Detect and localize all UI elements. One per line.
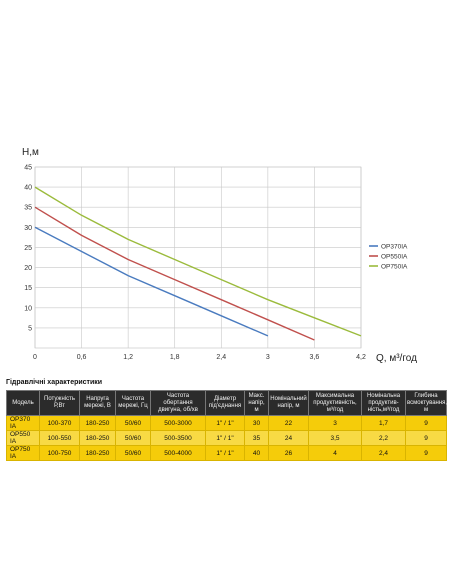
chart-legend: OP370IA OP550IA OP750IA (369, 243, 408, 270)
x-tick-label: 1,8 (170, 354, 180, 361)
table-row: OP370 IA 100-370 180-250 50/60 500-3000 1" / … (6, 415, 447, 431)
legend-label: OP750IA (381, 263, 408, 270)
y-tick-label: 10 (24, 305, 32, 312)
table-cell: 3,5 (308, 430, 362, 446)
column-header: Діаметр під'єднання (205, 390, 245, 416)
series-line-op750ia (34, 186, 362, 337)
y-tick-label: 45 (24, 165, 32, 172)
column-header: Максимальна продуктивність, м³/год (308, 390, 362, 416)
table-cell: 180-250 (79, 430, 116, 446)
x-axis-label: Q, м³/год (376, 353, 417, 364)
plot-frame (34, 166, 362, 349)
x-tick-label: 1,2 (123, 354, 133, 361)
column-header: Глибина всмоктування, м (405, 390, 447, 416)
column-header: Частота мережі, Гц (115, 390, 151, 416)
column-header: Напруга мережі, В (79, 390, 116, 416)
column-header: Потужність Р,Вт (39, 390, 80, 416)
model-cell: OP750 IA (6, 445, 40, 461)
table-cell: 180-250 (79, 445, 116, 461)
x-tick-label: 4,2 (356, 354, 366, 361)
table-cell: 1" / 1" (205, 430, 245, 446)
table-cell: 100-750 (39, 445, 80, 461)
performance-chart: H,м Q, м³/год 0 0,6 1,2 1,8 2,4 3 3,6 4,2 5 10 15… (22, 147, 417, 364)
y-tick-labels: 5 10 15 20 25 30 35 40 45 (24, 165, 32, 333)
column-header: Частота обертання двигуна, об/хв (150, 390, 206, 416)
model-cell: OP550 IA (6, 430, 40, 446)
table-title: Гідравлічні характеристики (6, 379, 103, 386)
x-tick-label: 0,6 (77, 354, 87, 361)
table-cell: 1" / 1" (205, 445, 245, 461)
y-axis-label: H,м (22, 147, 39, 158)
table-cell: 30 (244, 415, 269, 431)
column-header: Макс. напір, м (244, 390, 269, 416)
table-cell: 500-3000 (150, 415, 206, 431)
table-cell: 2,2 (361, 430, 406, 446)
table-cell: 9 (405, 430, 447, 446)
table-cell: 500-4000 (150, 445, 206, 461)
series-line-op550ia (34, 206, 315, 341)
table-cell: 9 (405, 445, 447, 461)
legend-label: OP550IA (381, 253, 408, 260)
y-tick-label: 30 (24, 225, 32, 232)
plot-area (34, 186, 362, 341)
model-cell: OP370 IA (6, 415, 40, 431)
table-cell: 500-3500 (150, 430, 206, 446)
legend-label: OP370IA (381, 243, 408, 250)
y-tick-label: 25 (24, 245, 32, 252)
table-cell: 50/60 (115, 445, 151, 461)
y-tick-label: 40 (24, 185, 32, 192)
table-cell: 26 (268, 445, 309, 461)
y-tick-label: 35 (24, 205, 32, 212)
table-cell: 180-250 (79, 415, 116, 431)
table-cell: 3 (308, 415, 362, 431)
x-tick-label: 2,4 (216, 354, 226, 361)
x-tick-labels: 0 0,6 1,2 1,8 2,4 3 3,6 4,2 (33, 354, 366, 361)
table-cell: 1" / 1" (205, 415, 245, 431)
x-tick-label: 0 (33, 354, 37, 361)
column-header: Номінальний напір, м (268, 390, 309, 416)
table-cell: 1,7 (361, 415, 406, 431)
table-cell: 100-550 (39, 430, 80, 446)
table-cell: 22 (268, 415, 309, 431)
table-header-row: Модель Потужність Р,Вт Напруга мережі, В Ча… (6, 390, 447, 416)
chart-grid (34, 166, 362, 349)
table-cell: 40 (244, 445, 269, 461)
y-tick-label: 5 (28, 325, 32, 332)
table-cell: 4 (308, 445, 362, 461)
table-cell: 35 (244, 430, 269, 446)
table-cell: 50/60 (115, 430, 151, 446)
x-tick-label: 3 (266, 354, 270, 361)
hydraulic-specs-table: Модель Потужність Р,Вт Напруга мережі, В Ча… (6, 390, 447, 461)
y-tick-label: 20 (24, 265, 32, 272)
table-cell: 100-370 (39, 415, 80, 431)
table-cell: 2,4 (361, 445, 406, 461)
table-cell: 9 (405, 415, 447, 431)
table-cell: 24 (268, 430, 309, 446)
table-cell: 50/60 (115, 415, 151, 431)
y-tick-label: 15 (24, 285, 32, 292)
series-line-op370ia (34, 226, 269, 337)
table-row: OP550 IA 100-550 180-250 50/60 500-3500 1" / … (6, 430, 447, 446)
column-header: Модель (6, 390, 40, 416)
column-header: Номінальна продуктив-ність,м³/год (361, 390, 406, 416)
x-tick-label: 3,6 (310, 354, 320, 361)
table-row: OP750 IA 100-750 180-250 50/60 500-4000 1" / … (6, 445, 447, 461)
table-body: OP370 IA 100-370 180-250 50/60 500-3000 1" / … (6, 415, 447, 461)
